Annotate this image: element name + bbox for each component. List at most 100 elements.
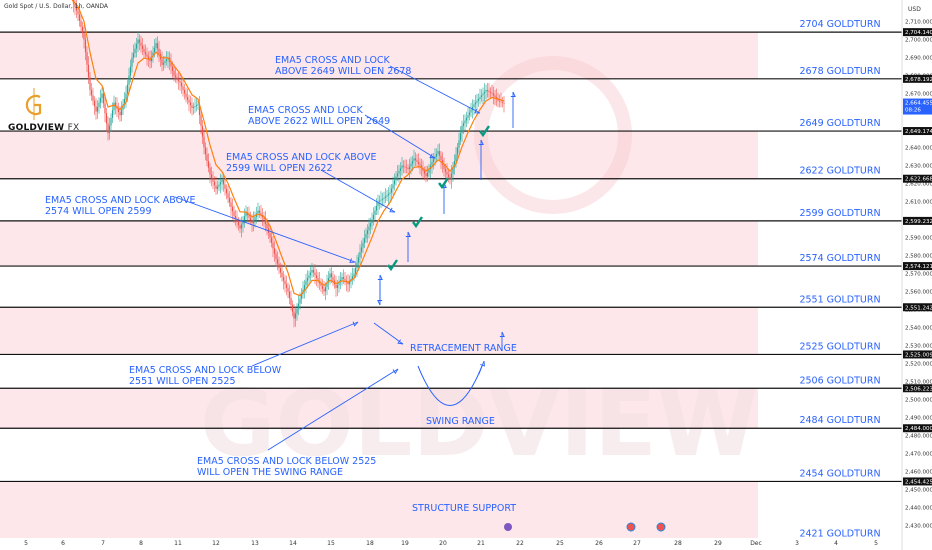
zone-band	[0, 307, 758, 355]
candle-body	[371, 219, 373, 224]
time-axis[interactable]: 5 6 7 8 11 12 13 14 15 18 19 20 21 22 25 26 27 28 29 Dec 3 4 5	[24, 540, 878, 547]
y-tick-label: 2,440.000	[905, 505, 932, 511]
candle-body	[377, 201, 379, 207]
annotation-arrow	[251, 321, 359, 367]
x-tick-label: 11	[174, 540, 182, 547]
candle-body	[122, 104, 124, 110]
candle-body	[144, 52, 147, 55]
level-label: 2599 GOLDTURN	[799, 208, 880, 219]
arrow-head	[510, 91, 516, 97]
candle-body	[119, 112, 121, 116]
candle-body	[197, 104, 199, 106]
candle-body	[126, 84, 129, 94]
candle-body	[392, 184, 394, 189]
candle-body	[230, 202, 232, 207]
zone-band	[0, 131, 758, 179]
y-tick-label: 2,560.000	[905, 289, 932, 295]
x-tick-label: 5	[24, 540, 28, 547]
level-price-tag-text: 2,506.223	[905, 386, 932, 392]
candle-body	[326, 282, 328, 287]
level-label: 2551 GOLDTURN	[799, 294, 880, 305]
y-tick-label: 2,610.000	[905, 200, 932, 206]
level-price-tag	[903, 28, 932, 37]
candle-body	[327, 277, 330, 283]
event-icons[interactable]	[504, 522, 666, 532]
zone-band	[0, 32, 758, 79]
y-tick-label: 2,430.000	[905, 523, 932, 529]
candle-body	[222, 179, 225, 185]
candle-body	[416, 160, 418, 162]
candle-body	[387, 193, 390, 196]
candle-body	[452, 167, 454, 174]
candle-body	[374, 210, 376, 216]
candle-body	[138, 39, 141, 43]
candle-body	[236, 219, 238, 223]
candle-body	[111, 110, 114, 118]
candle-body	[215, 185, 217, 189]
candle-body	[413, 158, 415, 162]
candle-body	[281, 272, 283, 278]
candle-body	[192, 107, 195, 108]
candle-body	[252, 219, 255, 224]
candle-body	[306, 277, 309, 281]
y-tick-label: 2,710.000	[905, 20, 932, 26]
candle-body	[354, 268, 357, 274]
candle-body	[440, 155, 442, 161]
candle-body	[254, 216, 256, 220]
candle-body	[135, 44, 138, 49]
y-tick-label: 2,700.000	[905, 38, 932, 44]
candle-body	[83, 33, 85, 40]
candle-body	[348, 281, 351, 285]
arrow-head	[397, 339, 404, 345]
candle-body	[311, 269, 313, 273]
candle-body	[342, 277, 345, 279]
candle-body	[459, 133, 462, 141]
candle-body	[104, 103, 106, 114]
level-label: 2484 GOLDTURN	[799, 415, 880, 426]
zone-band	[0, 481, 758, 538]
candle-body	[183, 89, 186, 94]
candle-body	[194, 106, 196, 108]
candle-body	[143, 49, 145, 53]
x-tick-label: Dec	[750, 540, 762, 547]
candle-body	[468, 112, 471, 116]
candle-body	[465, 117, 468, 121]
candle-body	[99, 98, 102, 103]
candle-body	[501, 102, 504, 103]
candle-body	[264, 219, 267, 225]
candle-body	[75, 7, 78, 11]
currency-label[interactable]: USD	[908, 6, 921, 13]
level-lines: 2704 GOLDTURN 2678 GOLDTURN 2649 GOLDTURN 2…	[0, 19, 902, 540]
y-tick-label: 2,590.000	[905, 236, 932, 242]
candle-body	[491, 92, 493, 94]
arrow-head	[480, 360, 485, 367]
candle-body	[300, 294, 303, 299]
candle-body	[81, 26, 84, 34]
candle-body	[438, 151, 441, 156]
candle-body	[317, 277, 319, 281]
candle-body	[245, 212, 247, 217]
y-tick-label: 2,450.000	[905, 487, 932, 493]
annotation-arrow	[267, 368, 399, 451]
candle-body	[423, 170, 426, 174]
candle-body	[390, 188, 393, 193]
candle-body	[444, 169, 447, 172]
candle-body	[464, 120, 466, 124]
candle-body	[207, 161, 210, 168]
logo-suffix: FX	[67, 123, 80, 133]
candle-body	[110, 117, 112, 126]
candle-body	[210, 174, 213, 179]
candle-body	[360, 247, 363, 252]
x-tick-label: 4	[834, 540, 838, 547]
chart-title[interactable]: Gold Spot / U.S. Dollar, 1h, OANDA	[4, 3, 108, 10]
candle-body	[480, 95, 483, 98]
candle-body	[330, 273, 333, 278]
candle-body	[368, 226, 370, 231]
candle-body	[257, 210, 259, 214]
candle-body	[237, 222, 240, 226]
x-tick-label: 6	[61, 540, 65, 547]
y-tick-label: 2,500.000	[905, 397, 932, 403]
x-tick-label: 13	[251, 540, 259, 547]
